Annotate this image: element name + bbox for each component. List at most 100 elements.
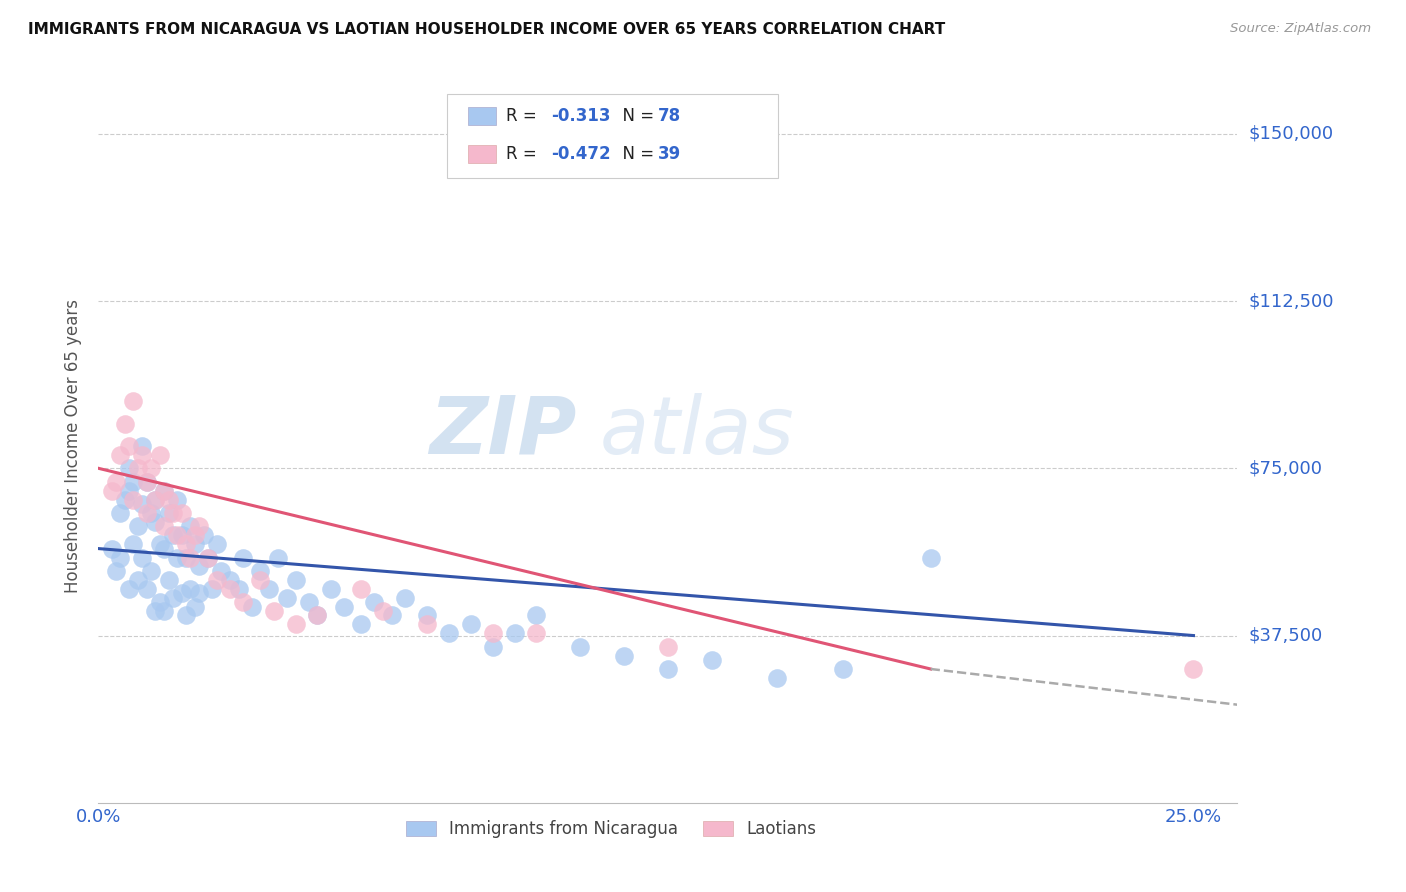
Text: N =: N = (612, 107, 659, 125)
Point (149, 595, 172, 609)
Point (174, 537, 197, 551)
Point (437, 626, 460, 640)
Text: atlas: atlas (599, 392, 794, 471)
Point (162, 506, 184, 520)
Point (131, 550, 153, 565)
Text: $112,500: $112,500 (1249, 292, 1334, 310)
Point (127, 461, 149, 475)
Point (832, 662, 855, 676)
Point (371, 604, 394, 618)
Point (259, 582, 281, 596)
Point (153, 483, 176, 498)
Point (481, 640, 503, 654)
Point (170, 586, 193, 600)
Point (162, 591, 184, 605)
Point (766, 671, 789, 685)
Point (131, 448, 153, 462)
Point (122, 475, 145, 489)
Point (170, 528, 193, 542)
Point (232, 550, 254, 565)
Point (184, 599, 207, 614)
Point (170, 506, 193, 520)
Point (700, 653, 723, 667)
Point (284, 617, 307, 632)
Point (267, 550, 290, 565)
Text: -0.313: -0.313 (551, 107, 610, 125)
Point (131, 439, 153, 453)
Text: R =: R = (506, 145, 543, 163)
Text: N =: N = (612, 145, 659, 163)
Point (153, 483, 176, 498)
Point (205, 573, 228, 587)
Point (135, 475, 157, 489)
Point (1182, 662, 1205, 676)
Point (319, 582, 342, 596)
Point (118, 461, 141, 475)
Y-axis label: Householder Income Over 65 years: Householder Income Over 65 years (65, 299, 83, 593)
Point (122, 537, 145, 551)
Point (920, 550, 942, 565)
Legend: Immigrants from Nicaragua, Laotians: Immigrants from Nicaragua, Laotians (399, 814, 823, 845)
Point (526, 608, 548, 623)
Point (188, 519, 211, 533)
Text: 78: 78 (658, 107, 681, 125)
Point (110, 448, 132, 462)
Point (188, 559, 211, 574)
Point (131, 497, 153, 511)
Point (201, 582, 224, 596)
Point (127, 573, 149, 587)
Point (166, 492, 188, 507)
Point (114, 417, 136, 431)
Point (197, 550, 219, 565)
Point (149, 537, 172, 551)
Point (249, 573, 271, 587)
Point (162, 528, 184, 542)
Point (569, 640, 592, 654)
Point (135, 506, 157, 520)
Point (416, 608, 439, 623)
Point (184, 528, 207, 542)
Point (188, 586, 211, 600)
Point (114, 492, 136, 507)
Point (157, 506, 180, 520)
Point (249, 564, 271, 578)
Point (613, 648, 636, 663)
Point (145, 492, 166, 507)
Point (179, 519, 201, 533)
Point (139, 506, 162, 520)
Point (350, 617, 373, 632)
Text: R =: R = (506, 107, 543, 125)
Point (139, 461, 162, 475)
Point (307, 608, 329, 623)
Point (228, 582, 250, 596)
Point (118, 582, 141, 596)
Point (307, 608, 329, 623)
Point (153, 604, 176, 618)
Point (153, 541, 176, 556)
Point (166, 528, 188, 542)
Text: $75,000: $75,000 (1249, 459, 1323, 477)
Point (240, 599, 263, 614)
Point (122, 394, 145, 409)
Point (460, 617, 482, 632)
Point (263, 604, 285, 618)
Point (145, 492, 166, 507)
Point (657, 662, 679, 676)
Point (363, 595, 385, 609)
Point (100, 541, 122, 556)
Point (205, 537, 228, 551)
Point (157, 492, 180, 507)
Point (153, 519, 176, 533)
Point (526, 626, 548, 640)
Point (232, 595, 254, 609)
Text: 39: 39 (658, 145, 682, 163)
Point (197, 550, 219, 565)
Point (110, 506, 132, 520)
Text: -0.472: -0.472 (551, 145, 610, 163)
Point (122, 492, 145, 507)
Text: Source: ZipAtlas.com: Source: ZipAtlas.com (1230, 22, 1371, 36)
Point (284, 573, 307, 587)
Point (276, 591, 298, 605)
Point (218, 582, 240, 596)
Point (149, 448, 172, 462)
